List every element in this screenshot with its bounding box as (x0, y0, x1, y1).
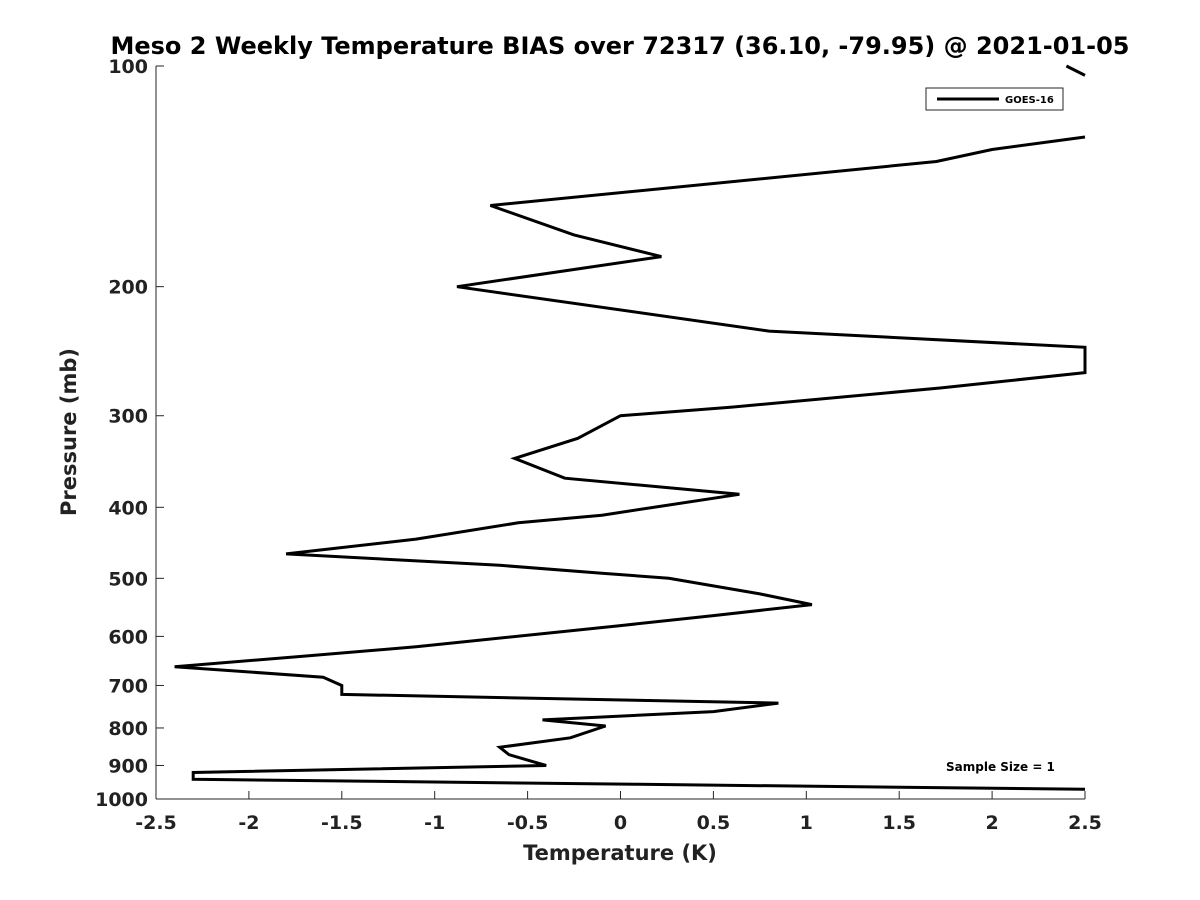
x-tick-label: -0.5 (507, 812, 549, 834)
plot-area (156, 66, 1085, 799)
x-tick-label: -1.5 (321, 812, 363, 834)
x-tick-label: -1 (424, 812, 445, 834)
y-tick-label: 1000 (95, 789, 148, 811)
y-tick-label: 400 (108, 497, 148, 519)
y-tick-label: 800 (108, 718, 148, 740)
y-tick-label: 300 (108, 406, 148, 428)
x-tick-label: -2.5 (135, 812, 177, 834)
x-tick-label: -2 (238, 812, 259, 834)
series-line-goes-16-top-segment (1065, 64, 1086, 77)
x-axis: -2.5 -2 -1.5 -1 -0.5 0 0.5 1 1.5 2 2.5 (135, 791, 1102, 834)
x-tick-label: 2.5 (1068, 812, 1102, 834)
x-tick-label: 1.5 (882, 812, 916, 834)
chart-title: Meso 2 Weekly Temperature BIAS over 7231… (110, 32, 1129, 60)
x-axis-label: Temperature (K) (523, 841, 717, 865)
y-axis-label: Pressure (mb) (57, 348, 81, 516)
y-tick-label: 600 (108, 626, 148, 648)
y-axis: 100 200 300 400 500 600 700 800 900 1000 (95, 56, 164, 811)
x-tick-label: 2 (985, 812, 998, 834)
y-tick-label: 900 (108, 755, 148, 777)
sample-size-annotation: Sample Size = 1 (946, 760, 1055, 774)
x-tick-label: 0.5 (697, 812, 731, 834)
y-tick-label: 500 (108, 568, 148, 590)
x-tick-label: 1 (800, 812, 813, 834)
x-tick-label: 0 (614, 812, 627, 834)
series-line-goes-16 (174, 135, 1087, 791)
legend: GOES-16 (925, 87, 1064, 111)
y-tick-label: 200 (108, 277, 148, 299)
y-tick-label: 700 (108, 675, 148, 697)
y-tick-label: 100 (108, 56, 148, 78)
series-layer (174, 64, 1087, 791)
legend-label-goes-16: GOES-16 (1005, 95, 1054, 106)
